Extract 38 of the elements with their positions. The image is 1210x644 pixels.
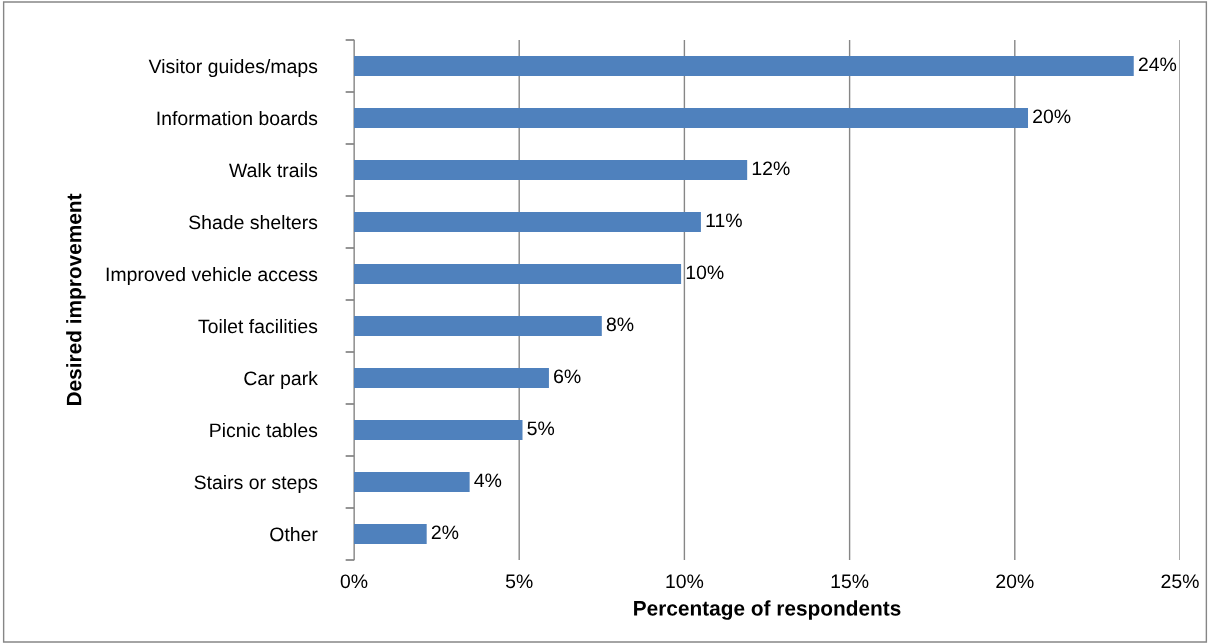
bar	[354, 524, 427, 544]
x-tick-label: 25%	[1161, 574, 1199, 589]
y-tick-label: Walk trails	[229, 162, 318, 178]
data-label: 24%	[1138, 57, 1177, 72]
data-label: 2%	[431, 525, 459, 540]
x-axis-title: Percentage of respondents	[634, 600, 901, 620]
y-tick-label: Shade shelters	[189, 214, 318, 230]
data-label: 5%	[527, 421, 555, 436]
data-label: 6%	[554, 369, 581, 384]
data-label: 11%	[706, 213, 742, 228]
bar	[354, 316, 602, 336]
bar	[354, 56, 1134, 76]
y-tick-label: Stairs or steps	[194, 474, 318, 494]
bar	[354, 264, 682, 284]
x-tick-label: 15%	[831, 574, 869, 589]
y-tick-label: Other	[270, 526, 318, 542]
x-tick-label: 20%	[996, 574, 1034, 589]
data-label: 8%	[606, 317, 634, 332]
x-tick-label: 5%	[505, 574, 533, 589]
y-tick-label: Picnic tables	[210, 422, 318, 438]
y-tick-label: Toilet facilities	[198, 318, 318, 334]
data-label: 20%	[1033, 109, 1071, 124]
y-tick-label: Car park	[244, 370, 318, 390]
data-label: 10%	[686, 265, 724, 280]
data-label: 4%	[474, 473, 502, 488]
bar	[354, 160, 748, 180]
y-axis-title: Desired improvement	[66, 193, 86, 406]
data-label: 12%	[752, 161, 790, 176]
bar	[354, 472, 470, 492]
y-tick-label: Information boards	[157, 110, 318, 126]
x-tick-label: 10%	[666, 574, 704, 589]
bar	[354, 212, 701, 232]
bar	[354, 420, 523, 440]
x-tick-label: 0%	[340, 574, 368, 589]
bar	[354, 108, 1029, 128]
y-tick-label: Improved vehicle access	[106, 266, 318, 286]
bar	[354, 368, 549, 388]
y-tick-label: Visitor guides/maps	[148, 58, 318, 78]
